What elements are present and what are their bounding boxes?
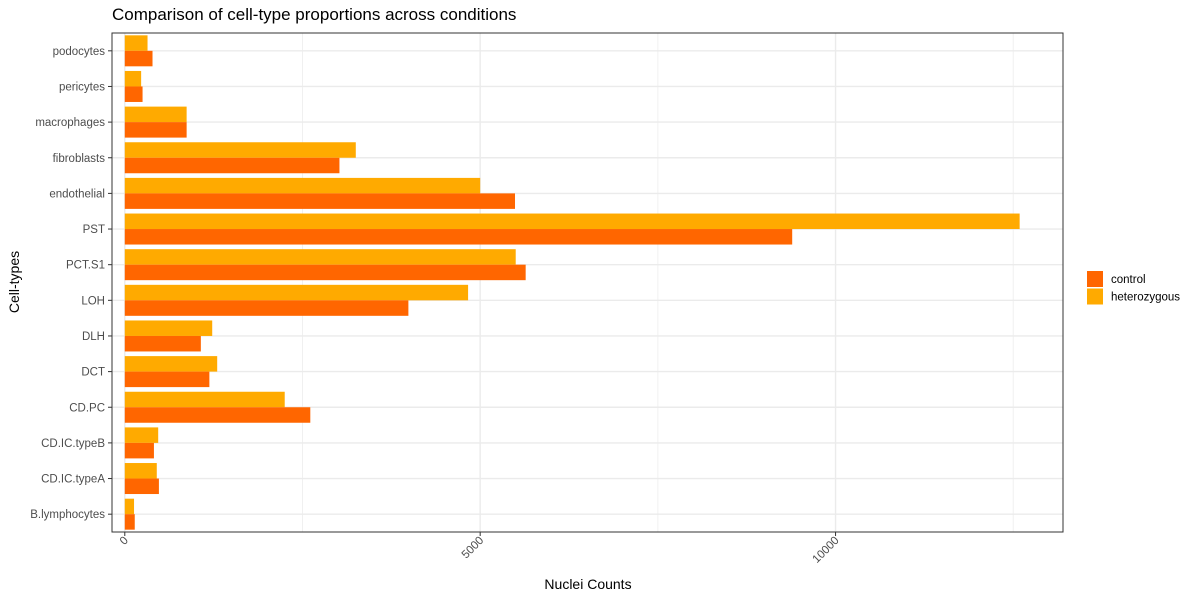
bar-heterozygous [124, 427, 159, 443]
bar-control [124, 264, 526, 281]
x-tick-label: 0 [118, 535, 131, 548]
bar-control [124, 442, 154, 459]
bar-control [124, 157, 340, 174]
y-axis-ticks: podocytes pericytes macrophages fibroblasts… [30, 46, 112, 521]
bar-heterozygous [124, 463, 157, 479]
bar-control [124, 514, 135, 530]
y-axis-title: Cell-types [6, 251, 22, 313]
y-tick-label: CD.PC [69, 402, 105, 414]
bar-heterozygous [124, 35, 148, 51]
x-tick-label: 5000 [460, 535, 487, 562]
bar-heterozygous [124, 356, 218, 372]
legend: control heterozygous [1087, 271, 1180, 305]
bar-control [124, 86, 143, 102]
legend-key-control [1087, 271, 1103, 287]
bar-heterozygous [124, 284, 469, 301]
bar-control [124, 122, 187, 138]
y-tick-label: fibroblasts [53, 153, 106, 165]
bar-control [124, 50, 153, 67]
y-tick-label: macrophages [35, 117, 105, 129]
legend-label-heterozygous: heterozygous [1111, 292, 1180, 304]
y-tick-label: PCT.S1 [66, 260, 105, 272]
legend-label-control: control [1111, 274, 1146, 286]
y-tick-label: DLH [82, 331, 105, 343]
y-tick-label: PST [83, 224, 105, 236]
y-tick-label: pericytes [59, 81, 105, 93]
y-tick-label: podocytes [53, 46, 106, 58]
bar-control [124, 300, 409, 316]
panel-border [111, 32, 1064, 533]
bar-heterozygous [124, 249, 516, 265]
bar-control [124, 371, 210, 388]
y-tick-label: CD.IC.typeA [41, 474, 105, 486]
bar-heterozygous [124, 498, 135, 515]
x-axis-ticks: 0 5000 10000 [118, 532, 842, 566]
bar-heterozygous [124, 391, 285, 408]
x-axis-title: Nuclei Counts [544, 576, 631, 592]
bar-control [124, 478, 159, 495]
y-tick-label: endothelial [49, 188, 105, 200]
legend-key-heterozygous [1087, 288, 1103, 305]
grid [112, 33, 1063, 532]
bar-heterozygous [124, 177, 481, 194]
bar-control [124, 407, 311, 423]
bar-heterozygous [124, 142, 356, 158]
y-tick-label: CD.IC.typeB [41, 438, 105, 450]
bar-heterozygous [124, 320, 213, 336]
chart-title: Comparison of cell-type proportions acro… [112, 5, 516, 24]
bar-control [124, 229, 793, 245]
bar-control [124, 193, 516, 209]
bar-heterozygous [124, 106, 187, 123]
x-tick-label: 10000 [811, 535, 842, 566]
y-tick-label: DCT [81, 367, 105, 379]
bar-heterozygous [124, 213, 1020, 230]
y-tick-label: LOH [81, 295, 105, 307]
bar-control [124, 335, 201, 352]
bar-heterozygous [124, 70, 142, 87]
bars [124, 35, 1020, 530]
y-tick-label: B.lymphocytes [30, 509, 105, 521]
